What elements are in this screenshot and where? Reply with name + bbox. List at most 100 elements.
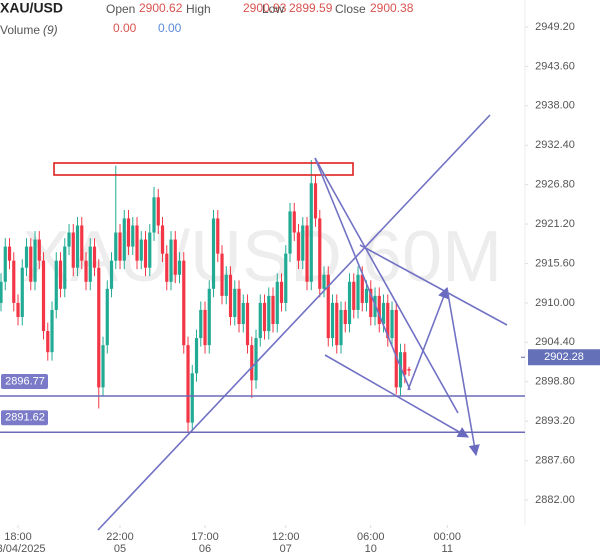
candle-body: [143, 239, 148, 268]
volume-value: 0.00: [158, 21, 182, 35]
x-tick-label: 18:00: [4, 531, 32, 543]
resistance-box: [53, 162, 354, 176]
y-tick-label: 2904.40: [535, 336, 575, 348]
trend-line: [97, 114, 491, 531]
candle-body: [403, 352, 407, 375]
last-price-tag: [528, 349, 600, 366]
candle-body: [156, 197, 160, 226]
x-tick-date: 03/04/2025: [0, 543, 46, 555]
y-tick-label: 2921.20: [535, 218, 575, 230]
candle-body: [398, 352, 403, 388]
x-tick-date: 07: [280, 543, 292, 555]
candle-body: [352, 281, 356, 310]
price-line-tag: [1, 374, 48, 390]
candle-body: [92, 246, 97, 268]
candle-body: [67, 232, 71, 247]
candle-body: [250, 345, 254, 381]
candle-body: [173, 239, 177, 275]
candle-body: [29, 246, 33, 282]
candle-body: [24, 246, 29, 268]
candle-body: [309, 183, 313, 282]
x-tick-label: 00:00: [434, 531, 462, 543]
candle-body: [211, 218, 216, 289]
candle-body: [207, 288, 211, 346]
candle-body: [284, 253, 288, 303]
x-tick-date: 11: [442, 543, 453, 555]
x-tick-date: 06: [199, 543, 211, 555]
candle-body: [360, 274, 364, 303]
candle-body: [33, 239, 37, 282]
candle-body: [386, 302, 390, 339]
candle-body: [50, 309, 54, 353]
candle-body: [233, 288, 237, 317]
trend-line: [314, 157, 411, 391]
x-tick-date: 05: [114, 543, 126, 555]
arrow: [446, 287, 480, 457]
candle-body: [186, 345, 190, 423]
candle-body: [105, 288, 109, 346]
candle-body: [224, 274, 228, 296]
candle-body: [126, 218, 131, 247]
trend-line: [314, 157, 459, 414]
candle-body: [318, 218, 322, 289]
price-line-label: 2891.62: [5, 412, 45, 424]
y-tick-label: 2887.60: [535, 454, 575, 466]
candle-body: [347, 281, 352, 325]
candle-body: [288, 211, 292, 254]
candle-body: [262, 302, 267, 332]
candle-body: [165, 253, 169, 282]
y-tick-label: 2882.00: [535, 494, 575, 506]
x-tick-label: 22:00: [106, 531, 134, 543]
candle-body: [369, 288, 373, 317]
candle-body: [335, 302, 339, 346]
candle-body: [135, 225, 139, 261]
y-tick-label: 2910.00: [535, 297, 575, 309]
candle-body: [390, 309, 394, 339]
candle-body: [364, 288, 369, 303]
candle-body: [267, 295, 271, 332]
candle-body: [131, 225, 135, 247]
open-value: 2900.62: [139, 1, 183, 15]
candle-body: [88, 246, 92, 282]
candle-body: [241, 302, 245, 325]
candle-body: [296, 232, 301, 261]
price-line-tag: [1, 410, 48, 426]
price-line-label: 2896.77: [5, 375, 45, 387]
candle-body: [84, 260, 88, 282]
candle-body: [271, 295, 275, 325]
candle-body: [63, 246, 67, 289]
candle-body: [199, 309, 203, 339]
candle-body: [275, 281, 279, 325]
candle-body: [41, 260, 46, 332]
x-tick-label: 12:00: [272, 531, 300, 543]
candle-body: [339, 309, 343, 346]
candle-body: [7, 246, 12, 261]
candle-body: [377, 295, 381, 325]
x-tick-date: 10: [365, 543, 377, 555]
candle-body: [258, 302, 262, 339]
candle-body: [292, 211, 296, 233]
candle-body: [148, 232, 152, 268]
channel-line: [359, 244, 508, 326]
low-value: 2899.59: [289, 1, 333, 15]
y-tick-label: 2926.80: [535, 179, 575, 191]
candle-body: [313, 183, 318, 219]
candle-body: [190, 373, 194, 423]
low-label: Low: [262, 2, 284, 16]
candle-body: [182, 260, 186, 346]
candle-body: [54, 260, 58, 310]
candle-body: [20, 267, 24, 317]
plot-area: XAU/USD 60M: [0, 160, 502, 433]
candle-body: [330, 302, 335, 339]
arrow: [407, 286, 449, 391]
candle-body: [122, 218, 126, 261]
candle-body: [194, 338, 199, 374]
candle-body: [118, 232, 122, 261]
drawings: [53, 114, 508, 531]
candle-body: [343, 309, 347, 325]
candle-body: [245, 302, 250, 346]
candle-body: [0, 281, 3, 303]
candle-body: [58, 260, 63, 289]
y-tick-label: 2898.80: [535, 376, 575, 388]
